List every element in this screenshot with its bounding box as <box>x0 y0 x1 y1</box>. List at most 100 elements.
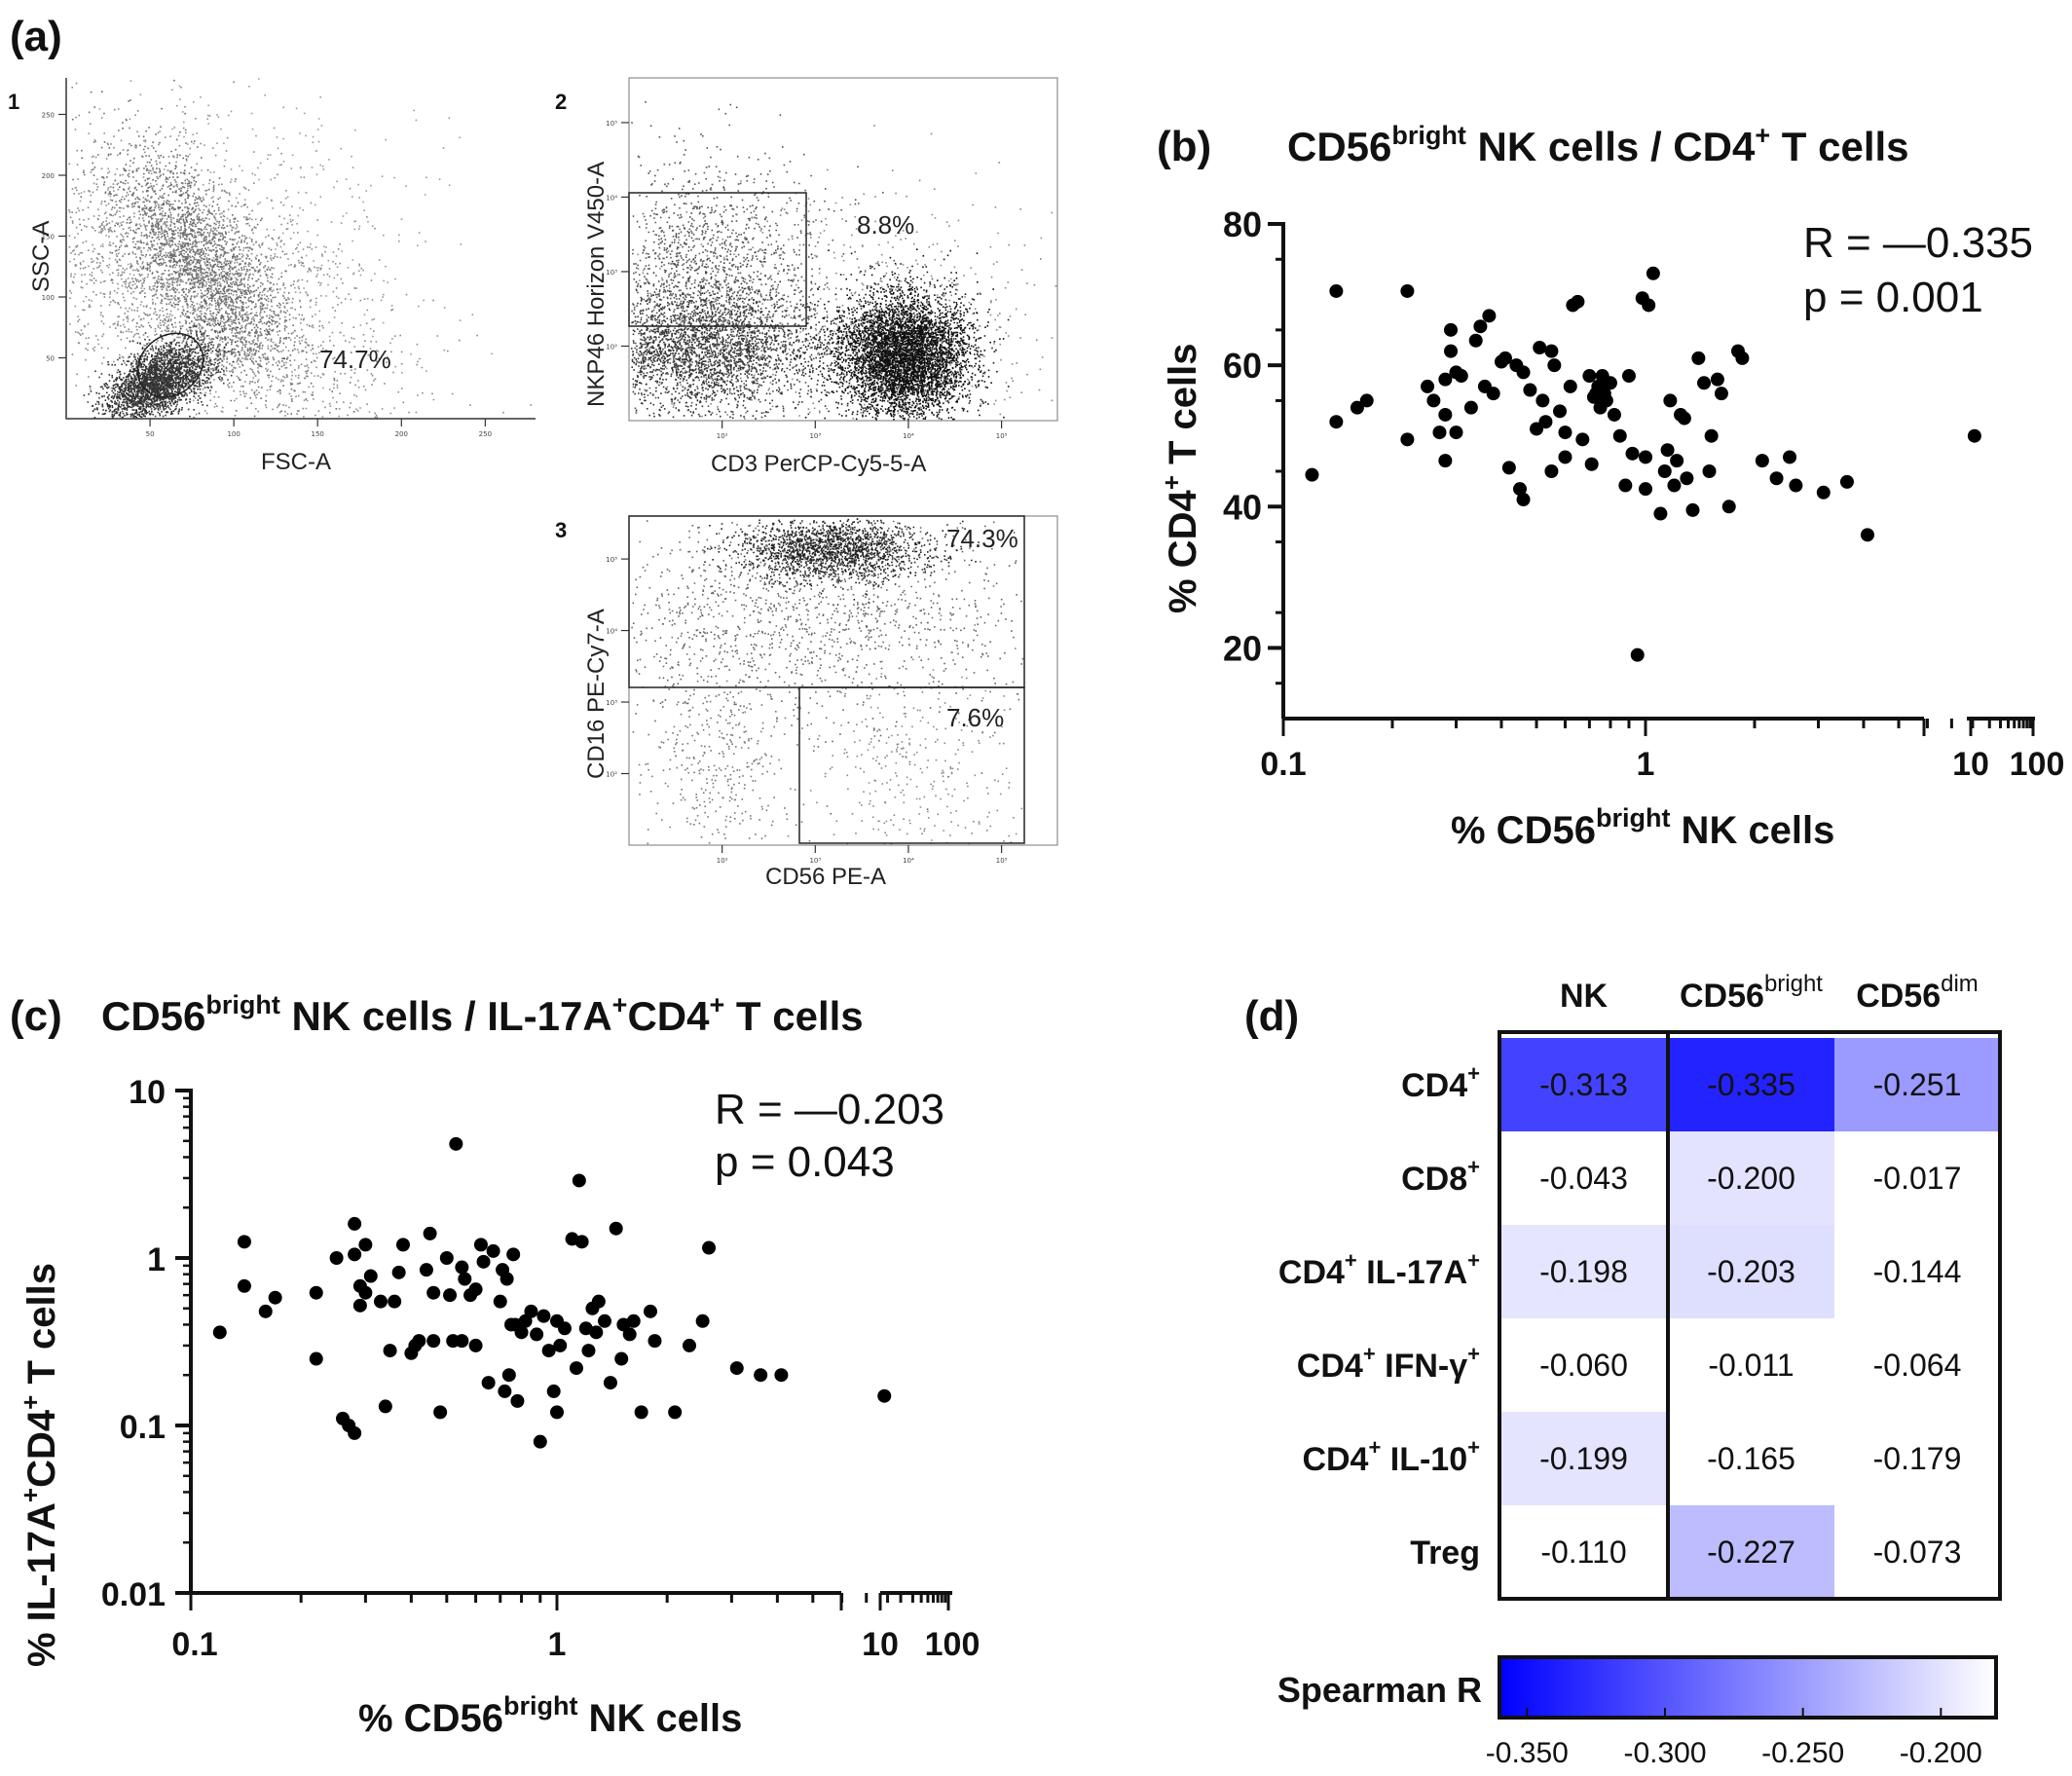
panel-c-point <box>524 1304 538 1318</box>
panel-b-point <box>1755 454 1769 468</box>
panel-b-point <box>1486 387 1500 401</box>
heatmap-row-header: CD4+ IFN-γ+ <box>1297 1342 1480 1385</box>
panel-b-xlabel: % CD56bright NK cells <box>1451 803 1834 852</box>
panel-b-point <box>1400 283 1415 298</box>
panel-b-point <box>1512 482 1527 497</box>
panel-c-point <box>695 1314 710 1328</box>
heatmap-cell <box>1668 1318 1834 1412</box>
panel-c-point <box>514 1325 529 1340</box>
colorbar-tick-label: -0.200 <box>1900 1737 1982 1769</box>
heatmap-cell-value: -0.335 <box>1707 1067 1795 1102</box>
heatmap-cell-value: -0.060 <box>1539 1348 1628 1383</box>
panel-c-ylabel-part-a: % IL-17A <box>20 1502 63 1667</box>
heatmap-column-header-main: NK <box>1560 978 1609 1015</box>
heatmap-cell-value: -0.073 <box>1873 1535 1962 1570</box>
panel-b-xtick-label: 0.1 <box>1260 746 1306 783</box>
panel-b-label: (b) <box>1157 123 1211 170</box>
heatmap-row-header-part-a: Treg <box>1410 1535 1480 1572</box>
panel-b-point <box>1523 383 1537 397</box>
panel-c-point <box>352 1298 367 1313</box>
panel-c-xtick-label: 100 <box>925 1626 980 1663</box>
panel-c-xlabel-part-b: NK cells <box>577 1697 742 1740</box>
heatmap-cell <box>1499 1412 1668 1505</box>
panel-c-ytick-label: 1 <box>147 1241 166 1278</box>
panel-c-point <box>589 1325 604 1340</box>
panel-b-title-part-c: T cells <box>1770 124 1908 169</box>
heatmap-cell-value: -0.179 <box>1873 1441 1962 1476</box>
heatmap-border <box>1498 1030 2002 1601</box>
panel-b-point <box>1639 482 1652 497</box>
panel-c-point <box>498 1384 512 1398</box>
flow-plot-1-ytick-label: 150 <box>42 234 55 241</box>
heatmap-cell-value: -0.165 <box>1707 1441 1795 1476</box>
colorbar <box>1498 1655 1998 1720</box>
flow-plot-1-index: 1 <box>8 90 19 114</box>
heatmap-cells: -0.313 -0.335 -0.251 -0.043 -0.200 -0.017 -0.1… <box>1499 1038 2000 1599</box>
panel-b-point <box>1552 404 1567 419</box>
flow-plot-1-ytick-label: 200 <box>42 172 55 180</box>
panel-c-points <box>212 1136 892 1449</box>
panel-b-point <box>1603 376 1617 390</box>
panel-b-point <box>1639 450 1652 464</box>
panel-c-ytick-label: 0.01 <box>101 1576 166 1613</box>
flow-plot-2-xtick-label: 10³ <box>809 432 821 440</box>
flow-plot-1-xtick-label: 150 <box>312 430 324 438</box>
panel-b-point <box>1691 351 1706 365</box>
panel-c-point <box>643 1304 657 1318</box>
panel-b-point <box>1646 266 1660 280</box>
panel-b-ylabel: % CD4+ T cells <box>1157 343 1204 613</box>
flow-plot-2-ytick-label: 10⁴ <box>606 194 617 202</box>
colorbar-tick-label: -0.300 <box>1623 1737 1706 1769</box>
heatmap-row-header-part-b: IFN-γ <box>1376 1348 1468 1385</box>
panel-b-point <box>1305 467 1319 482</box>
flow-plot-2-xtick-label: 10² <box>717 432 728 440</box>
panel-c-point <box>500 1272 514 1286</box>
panel-b-point <box>1454 369 1468 384</box>
panel-b-point <box>1839 474 1854 489</box>
panel-c-point <box>481 1376 496 1390</box>
heatmap-cell-value: -0.017 <box>1873 1161 1962 1196</box>
flow-plot-2-xtick-label: 10⁵ <box>996 432 1008 440</box>
panel-b-point <box>1697 376 1712 390</box>
heatmap-row-header-sup-a: + <box>1345 1248 1357 1273</box>
heatmap-cell <box>1834 1038 2000 1131</box>
flow-plot-1-xtick-label: 100 <box>227 430 240 438</box>
panel-c-title-sup3: + <box>709 990 724 1019</box>
heatmap-row-header-part-b: IL-10 <box>1381 1441 1467 1478</box>
colorbar-label: Spearman R <box>1277 1670 1482 1710</box>
flow-plot-1-core <box>71 79 355 418</box>
panel-c-point <box>581 1344 596 1358</box>
flow-plot-2-ylabel: NKP46 Horizon V450-A <box>583 162 610 407</box>
panel-b-point <box>1421 379 1435 393</box>
heatmap-row-headers: CD4+CD8+CD4+ IL-17A+CD4+ IFN-γ+CD4+ IL-1… <box>1278 1061 1480 1572</box>
panel-c-point <box>774 1368 789 1383</box>
panel-c-point <box>388 1294 402 1309</box>
panel-c-point <box>578 1321 593 1336</box>
panel-b-point <box>1789 478 1803 493</box>
panel-c-point <box>455 1260 469 1275</box>
panel-c-point <box>603 1376 617 1390</box>
panel-a: (a) 1 50 100 150 200 250 50 100 150 200 250 SSC-A… <box>8 13 1058 890</box>
heatmap-column-header-sup: dim <box>1941 971 1979 997</box>
heatmap-cell <box>1499 1038 1668 1131</box>
panel-c-stat-r: R = —0.203 <box>715 1086 944 1133</box>
flow-plot-3-cd16-pos <box>631 520 1024 815</box>
panel-b-point <box>1563 379 1577 393</box>
panel-b-point <box>1621 369 1636 384</box>
panel-c-point <box>546 1384 561 1398</box>
panel-c-point <box>476 1254 491 1269</box>
flow-plot-1-xtick-label: 200 <box>395 430 408 438</box>
panel-b-point <box>1444 322 1459 337</box>
heatmap-cell <box>1668 1505 1834 1599</box>
panel-c-title-sup2: + <box>612 990 628 1019</box>
panel-c-point <box>668 1405 683 1420</box>
panel-b-point <box>1329 283 1344 298</box>
panel-c-point <box>729 1361 744 1376</box>
panel-c-ylabel-part-b: CD4 <box>20 1409 63 1488</box>
panel-c-xtick-label: 1 <box>548 1626 567 1663</box>
panel-c-point <box>501 1368 516 1383</box>
panel-c-title-sup1: bright <box>205 990 279 1019</box>
heatmap-row-header: CD4+ IL-10+ <box>1302 1435 1480 1478</box>
heatmap-cell <box>1668 1038 1834 1131</box>
